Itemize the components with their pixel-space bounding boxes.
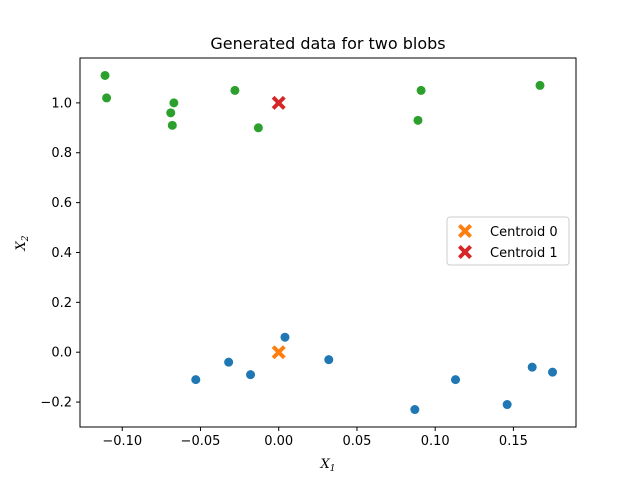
data-point-series-1 — [230, 85, 240, 95]
y-tick-label: 1.0 — [51, 96, 72, 111]
data-point-series-1 — [413, 115, 423, 125]
x-axis-label-subscript: 1 — [330, 464, 336, 474]
legend: Centroid 0 Centroid 1 — [446, 216, 570, 266]
data-point-series-0 — [246, 370, 256, 380]
legend-entry-label: Centroid 1 — [490, 246, 558, 261]
x-axis-ticks: −0.10 −0.05 0.00 0.05 0.10 0.15 — [102, 427, 528, 449]
data-point-series-1 — [253, 123, 263, 133]
data-point-series-1 — [102, 93, 112, 103]
data-point-series-1 — [100, 70, 110, 80]
centroid-marker-centroid-0 — [271, 345, 286, 360]
data-point-series-0 — [527, 362, 537, 372]
data-point-series-0 — [324, 355, 334, 365]
y-tick-label: 0.8 — [51, 146, 72, 161]
y-tick-label: 0.6 — [51, 196, 72, 211]
data-point-series-0 — [191, 375, 201, 385]
x-tick-label: −0.10 — [102, 434, 142, 449]
y-tick-label: −0.2 — [40, 396, 72, 411]
y-tick-label: 0.2 — [51, 296, 72, 311]
data-point-series-1 — [416, 85, 426, 95]
legend-box — [446, 216, 570, 266]
y-tick-label: 0.4 — [51, 246, 72, 261]
legend-marker — [458, 224, 472, 238]
y-axis-label-group: X2 — [14, 235, 31, 251]
legend-marker — [458, 245, 472, 259]
y-axis-ticks: −0.2 0.0 0.2 0.4 0.6 0.8 1.0 — [40, 96, 80, 411]
x-tick-label: −0.05 — [181, 434, 221, 449]
y-axis-label-subscript: 2 — [21, 235, 31, 242]
data-point-series-0 — [502, 400, 512, 410]
data-point-series-1 — [167, 120, 177, 130]
data-point-series-0 — [224, 357, 234, 367]
x-axis-label: X1 — [320, 457, 336, 474]
chart-title: Generated data for two blobs — [210, 34, 445, 53]
x-tick-label: 0.10 — [421, 434, 450, 449]
legend-items: Centroid 0 Centroid 1 — [458, 224, 558, 261]
plot-points — [100, 70, 558, 415]
data-point-series-1 — [169, 98, 179, 108]
plot-frame — [79, 57, 577, 428]
x-axis-label-main: X — [320, 457, 331, 472]
data-point-series-0 — [410, 405, 420, 415]
legend-entry-label: Centroid 0 — [490, 225, 558, 240]
data-point-series-0 — [451, 375, 461, 385]
x-tick-label: 0.05 — [342, 434, 371, 449]
centroid-marker-centroid-1 — [271, 95, 286, 110]
y-axis-label-main: X — [14, 241, 29, 252]
x-tick-label: 0.15 — [499, 434, 528, 449]
x-tick-label: 0.00 — [264, 434, 293, 449]
data-point-series-1 — [535, 80, 545, 90]
data-point-series-0 — [548, 367, 558, 377]
y-axis-label: X2 — [14, 235, 31, 251]
y-tick-label: 0.0 — [51, 346, 72, 361]
data-point-series-0 — [280, 332, 290, 342]
data-point-series-1 — [166, 108, 176, 118]
